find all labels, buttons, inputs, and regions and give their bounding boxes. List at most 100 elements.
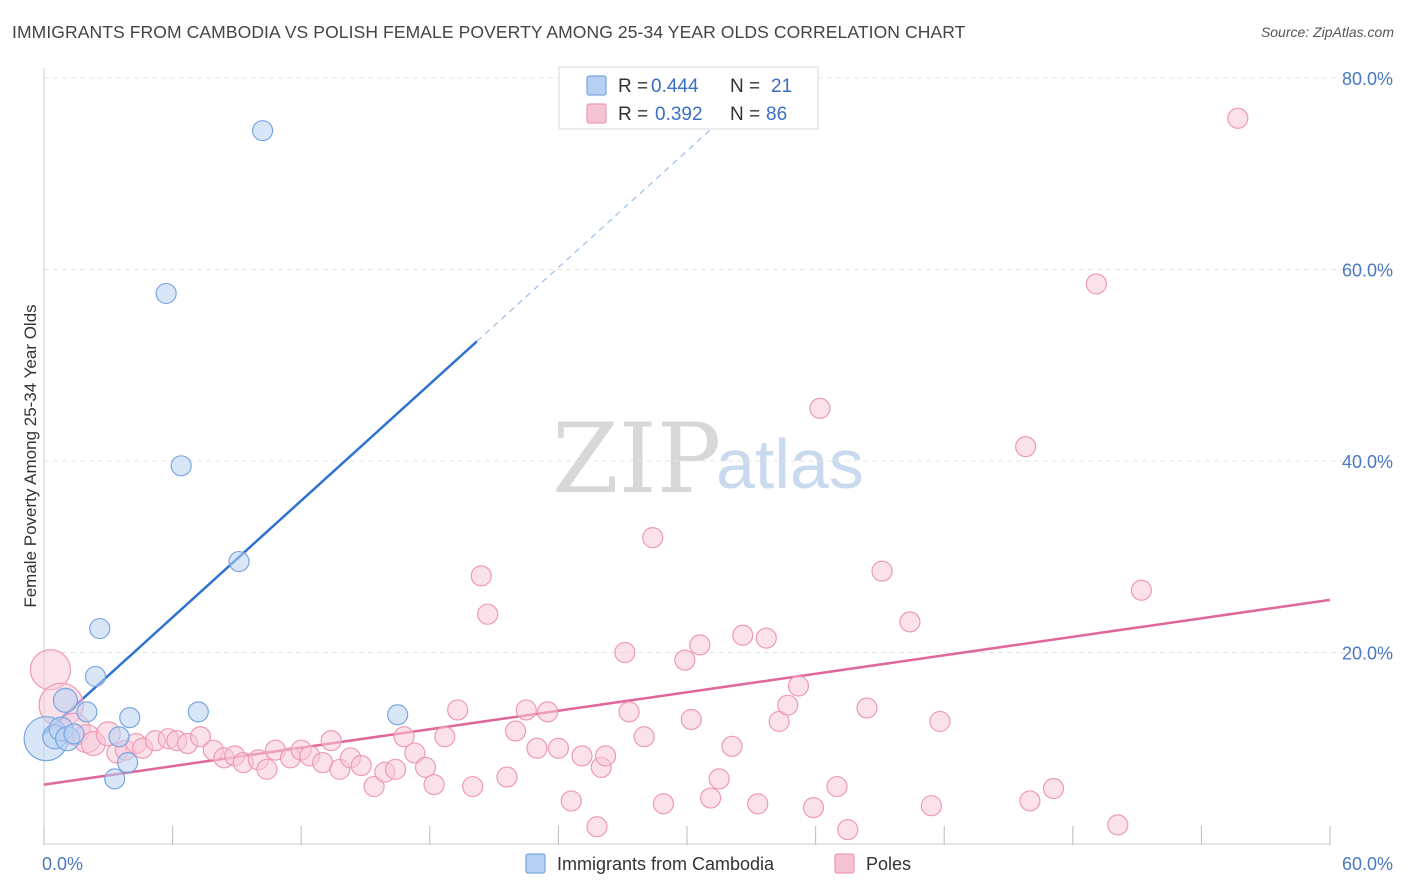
point-cambodia-14	[170, 455, 192, 477]
point-poles-39	[462, 775, 484, 798]
point-cambodia-16	[228, 550, 250, 573]
trend-line-cambodia	[43, 340, 478, 735]
point-poles-70	[802, 797, 825, 819]
watermark-atlas: atlas	[716, 425, 864, 503]
point-cambodia-17	[252, 120, 274, 142]
point-cambodia-5	[63, 723, 85, 745]
point-poles-61	[699, 787, 722, 809]
point-poles-41	[477, 603, 499, 625]
point-cambodia-10	[108, 726, 130, 748]
point-poles-43	[504, 720, 527, 742]
point-poles-44	[515, 699, 537, 721]
point-cambodia-15	[187, 701, 209, 723]
series-poles	[29, 107, 1249, 841]
point-poles-35	[414, 756, 437, 779]
point-poles-34	[404, 742, 426, 764]
bottom-legend-swatch-cambodia	[525, 853, 546, 874]
point-cambodia-8	[89, 617, 111, 640]
point-cambodia-9	[104, 768, 126, 790]
point-poles-49	[571, 745, 593, 767]
point-poles-72	[826, 775, 848, 798]
legend-swatch-cambodia	[586, 75, 607, 96]
point-poles-30	[363, 775, 385, 798]
point-poles-57	[652, 793, 675, 815]
watermark-zip: ZIP	[552, 403, 721, 515]
legend-r-label-cambodia: R =	[618, 76, 648, 97]
point-poles-77	[920, 795, 942, 817]
point-poles-54	[618, 701, 640, 723]
legend-r-value-poles: 0.392	[655, 104, 703, 125]
point-cambodia-18	[387, 704, 409, 726]
data-points	[23, 107, 1249, 841]
point-poles-59	[680, 708, 702, 731]
legend-n-label-cambodia: N =	[730, 76, 760, 97]
point-poles-79	[1015, 436, 1037, 458]
x-tick-label-1: 60.0%	[1342, 854, 1393, 874]
legend-swatch-poles	[586, 103, 607, 124]
bottom-legend-label-cambodia: Immigrants from Cambodia	[557, 854, 775, 874]
bottom-legend-swatch-poles	[834, 853, 855, 874]
y-tick-label-3: 80.0%	[1342, 69, 1393, 89]
point-poles-33	[393, 726, 415, 748]
y-tick-label-1: 40.0%	[1342, 452, 1393, 472]
point-poles-40	[470, 565, 492, 587]
point-poles-76	[899, 611, 921, 633]
chart-title: IMMIGRANTS FROM CAMBODIA VS POLISH FEMAL…	[12, 22, 966, 42]
point-poles-67	[768, 710, 790, 733]
legend-r-label-poles: R =	[618, 104, 648, 125]
point-poles-69	[787, 675, 810, 697]
point-poles-84	[1130, 579, 1152, 601]
point-poles-47	[547, 737, 570, 759]
point-poles-83	[1107, 814, 1129, 836]
legend-n-value-cambodia: 21	[771, 76, 792, 97]
point-poles-50	[586, 816, 608, 838]
point-cambodia-6	[76, 701, 98, 723]
point-poles-55	[633, 726, 655, 748]
point-poles-37	[434, 726, 456, 748]
point-poles-82	[1085, 273, 1107, 295]
point-poles-71	[809, 397, 831, 419]
point-poles-42	[496, 766, 518, 788]
y-axis-title: Female Poverty Among 25-34 Year Olds	[21, 304, 40, 607]
point-poles-78	[929, 710, 951, 733]
series-cambodia	[23, 120, 409, 790]
legend-n-label-poles: N =	[730, 104, 760, 125]
point-poles-56	[642, 526, 664, 549]
point-poles-20	[256, 758, 278, 780]
legend-n-value-poles: 86	[766, 104, 787, 125]
point-poles-66	[755, 627, 777, 649]
point-poles-60	[689, 634, 711, 656]
y-tick-label-2: 60.0%	[1342, 261, 1393, 281]
y-tick-label-0: 20.0%	[1342, 644, 1393, 664]
point-poles-26	[320, 729, 342, 752]
bottom-legend-label-poles: Poles	[866, 854, 911, 874]
point-poles-75	[871, 560, 893, 582]
point-cambodia-3	[52, 687, 79, 713]
y-tick-labels: 20.0% 40.0% 60.0% 80.0%	[1342, 69, 1393, 664]
watermark: ZIP atlas	[552, 403, 864, 515]
point-poles-32	[384, 758, 407, 780]
point-poles-85	[1227, 107, 1249, 129]
x-tick-labels: 0.0% 60.0%	[42, 854, 1393, 874]
point-poles-73	[837, 819, 859, 841]
point-poles-14	[189, 726, 212, 748]
x-tick-label-0: 0.0%	[42, 854, 83, 874]
point-poles-62	[708, 768, 730, 790]
point-poles-80	[1019, 790, 1041, 812]
point-cambodia-11	[116, 752, 139, 774]
point-poles-81	[1042, 777, 1065, 800]
point-poles-58	[674, 649, 696, 671]
point-poles-45	[526, 737, 548, 759]
point-poles-52	[594, 745, 617, 767]
point-poles-46	[537, 701, 559, 723]
point-cambodia-12	[119, 707, 141, 729]
bottom-legend: Immigrants from Cambodia Poles	[525, 853, 911, 874]
point-poles-36	[423, 774, 445, 796]
point-poles-68	[777, 694, 799, 716]
point-poles-53	[614, 641, 636, 664]
point-poles-64	[732, 624, 754, 646]
source-label: Source: ZipAtlas.com	[1260, 24, 1394, 40]
point-poles-29	[350, 754, 372, 777]
legend-r-value-cambodia: 0.444	[651, 76, 699, 97]
